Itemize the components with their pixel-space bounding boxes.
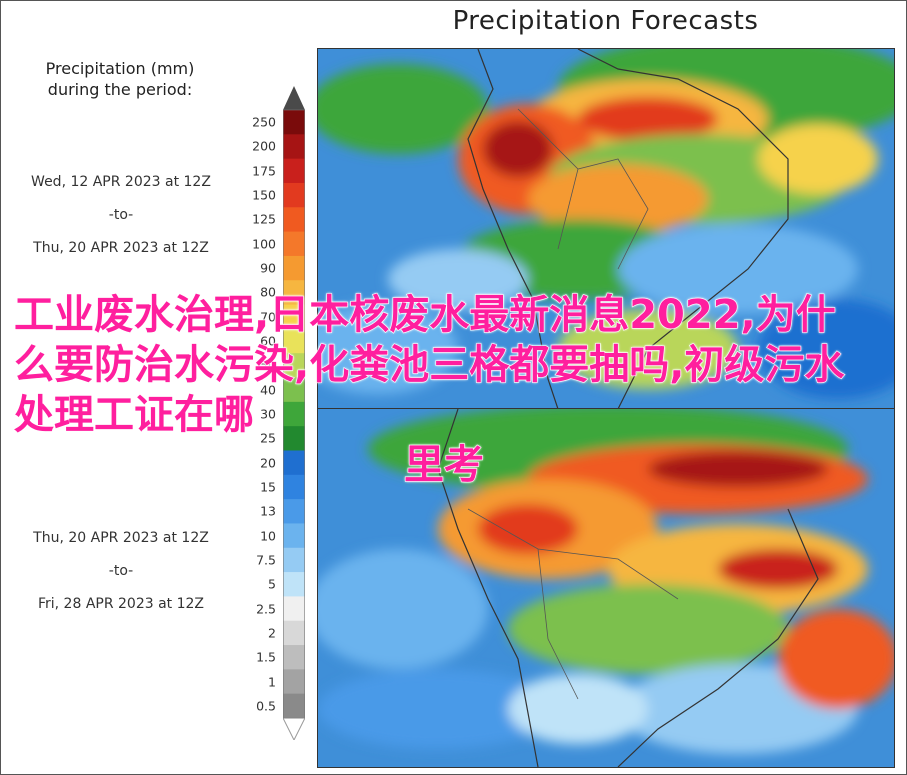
- colorbar-swatch: [283, 280, 305, 306]
- colorbar-swatch: [283, 377, 305, 403]
- legend-tick-label: 0.5: [256, 698, 276, 714]
- legend-tick-label: 15: [260, 479, 276, 495]
- legend-tick-label: 5: [268, 576, 276, 592]
- colorbar-swatch: [283, 523, 305, 549]
- colorbar-swatch: [283, 572, 305, 597]
- precip-map-1: [318, 49, 894, 409]
- colorbar-swatch: [283, 620, 305, 646]
- period-2-sep: -to-: [108, 563, 134, 579]
- overlay-text-main: 工业废水治理,日本核废水最新消息2022,为什么要防治水污染,化粪池三格都要抽吗…: [13, 291, 845, 438]
- legend-tick-label: 50: [260, 357, 276, 373]
- period-1-from: Wed, 12 APR 2023 at 12Z: [31, 174, 211, 190]
- colorbar-outline: [283, 109, 305, 719]
- colorbar-swatch: [283, 547, 305, 573]
- legend-tick-label: 100: [252, 236, 276, 252]
- coastline-east: [577, 49, 789, 409]
- colorbar-swatch: [283, 693, 305, 719]
- colorbar-swatch: [283, 110, 305, 135]
- legend-tick-label: 2: [268, 625, 276, 641]
- colorbar-swatch: [283, 231, 305, 257]
- legend-tick-label: 125: [252, 211, 276, 227]
- legend-tick-label: 1.5: [256, 649, 276, 665]
- map-panel-period-2: [317, 408, 895, 768]
- period-2-from: Thu, 20 APR 2023 at 12Z: [33, 530, 209, 546]
- period-2-to: Fri, 28 APR 2023 at 12Z: [37, 596, 205, 612]
- legend-heading: Precipitation (mm) during the period:: [10, 58, 230, 100]
- colorbar-swatch: [283, 158, 305, 184]
- colorbar-swatch: [283, 426, 305, 451]
- colorbar-swatch: [283, 669, 305, 695]
- colorbar-swatch: [283, 401, 305, 427]
- legend-tick-label: 70: [260, 309, 276, 325]
- period-2: Thu, 20 APR 2023 at 12Z -to- Fri, 28 APR…: [0, 522, 242, 621]
- colorbar-swatch: [283, 255, 305, 281]
- period-1: Wed, 12 APR 2023 at 12Z -to- Thu, 20 APR…: [0, 166, 242, 265]
- country-borders: [517, 108, 649, 270]
- colorbar-swatch: [283, 207, 305, 233]
- legend-tick-label: 250: [252, 114, 276, 130]
- precip-blobs-2: [318, 409, 894, 754]
- legend-tick-label: 175: [252, 163, 276, 179]
- legend-tick-label: 13: [260, 503, 276, 519]
- legend-heading-line1: Precipitation (mm): [45, 59, 195, 78]
- legend-tick-label: 2.5: [256, 601, 276, 617]
- country-borders-2: [467, 508, 679, 700]
- colorbar-swatch: [283, 474, 305, 500]
- colorbar-bottom-arrow: [283, 717, 305, 740]
- legend-tick-label: 7.5: [256, 552, 276, 568]
- legend-tick-label: 90: [260, 260, 276, 276]
- colorbar-swatch: [283, 353, 305, 379]
- legend-tick-label: 60: [260, 333, 276, 349]
- legend-tick-label: 25: [260, 430, 276, 446]
- coastline-2: [437, 409, 539, 767]
- figure-title: Precipitation Forecasts: [452, 6, 759, 36]
- colorbar-swatch: [283, 596, 305, 622]
- legend-tick-label: 20: [260, 455, 276, 471]
- colorbar-swatch: [283, 328, 305, 354]
- precip-map-2: [318, 409, 894, 767]
- period-1-to: Thu, 20 APR 2023 at 12Z: [33, 240, 209, 256]
- coastline: [467, 49, 559, 409]
- colorbar-swatch: [283, 499, 305, 524]
- legend-tick-label: 200: [252, 138, 276, 154]
- map-panel-period-1: [317, 48, 895, 410]
- overlay-text-last: 里考: [403, 441, 484, 488]
- precipitation-colorbar: [283, 86, 305, 740]
- colorbar-swatch: [283, 182, 305, 208]
- colorbar-swatch: [283, 134, 305, 160]
- precip-blobs: [318, 49, 894, 399]
- legend-tick-label: 80: [260, 284, 276, 300]
- colorbar-swatch: [283, 304, 305, 330]
- legend-tick-label: 1: [268, 674, 276, 690]
- colorbar-swatch: [283, 645, 305, 670]
- watermark-overlay-text: 工业废水治理,日本核废水最新消息2022,为什么要防治水污染,化粪池三格都要抽吗…: [13, 290, 874, 490]
- colorbar-top-arrow: [283, 86, 305, 110]
- legend-tick-label: 40: [260, 382, 276, 398]
- coastline-east-2: [617, 508, 819, 767]
- period-1-sep: -to-: [108, 207, 134, 223]
- legend-tick-label: 30: [260, 406, 276, 422]
- legend-tick-label: 150: [252, 187, 276, 203]
- colorbar-swatch: [283, 450, 305, 476]
- legend-tick-label: 10: [260, 528, 276, 544]
- legend-heading-line2: during the period:: [47, 80, 193, 99]
